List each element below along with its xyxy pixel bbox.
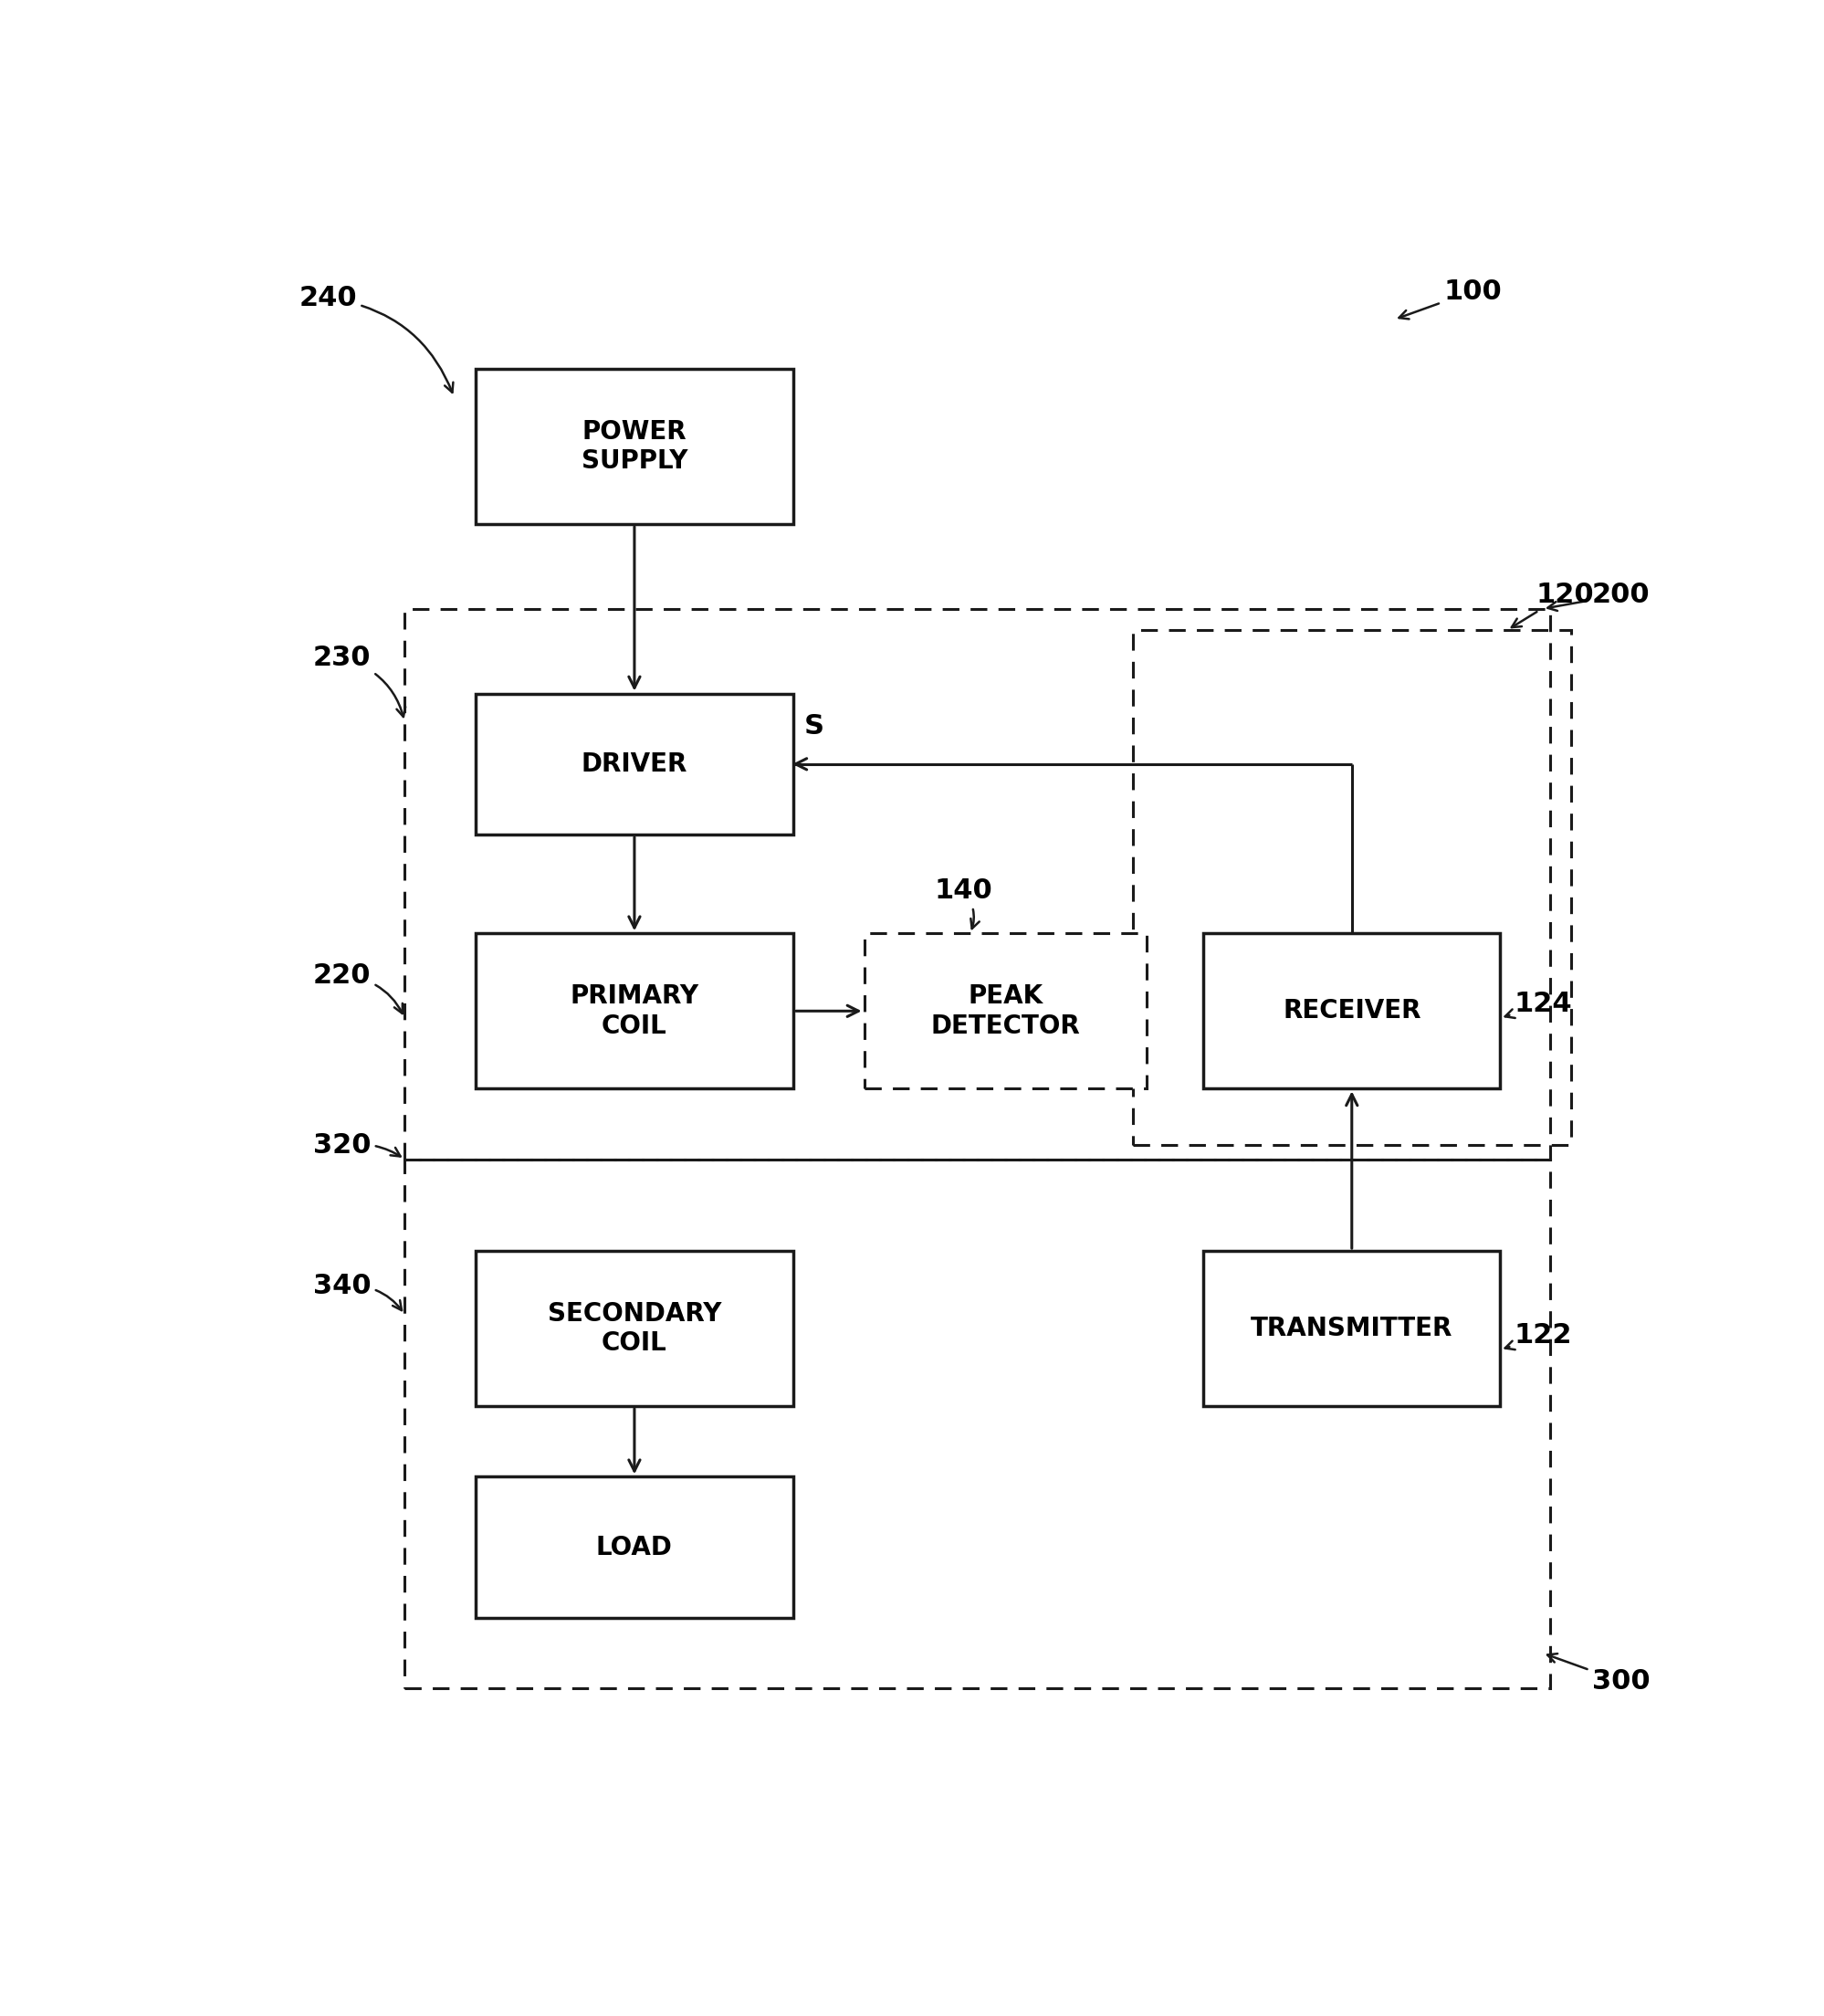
Text: 230: 230: [314, 645, 405, 718]
Text: 120: 120: [1512, 581, 1594, 627]
Bar: [476, 1476, 793, 1617]
Bar: [405, 1159, 1550, 1689]
Text: PEAK
DETECTOR: PEAK DETECTOR: [930, 984, 1080, 1038]
Bar: [1133, 629, 1570, 1145]
Text: POWER
SUPPLY: POWER SUPPLY: [582, 419, 688, 474]
Bar: [476, 369, 793, 524]
Text: 340: 340: [314, 1272, 401, 1310]
Text: 140: 140: [936, 877, 992, 929]
Text: S: S: [804, 714, 824, 740]
Bar: [476, 694, 793, 835]
Text: 124: 124: [1505, 990, 1572, 1018]
Text: PRIMARY
COIL: PRIMARY COIL: [569, 984, 699, 1038]
Bar: [476, 1250, 793, 1407]
Text: RECEIVER: RECEIVER: [1282, 998, 1421, 1024]
Bar: [405, 609, 1550, 1159]
Bar: [1204, 1250, 1501, 1407]
Text: 320: 320: [314, 1131, 401, 1159]
Bar: [476, 933, 793, 1089]
Text: 200: 200: [1547, 581, 1651, 611]
Text: TRANSMITTER: TRANSMITTER: [1251, 1316, 1454, 1341]
Text: 300: 300: [1547, 1653, 1651, 1695]
Text: LOAD: LOAD: [596, 1534, 673, 1560]
Text: DRIVER: DRIVER: [582, 752, 688, 776]
Text: 220: 220: [314, 962, 403, 1014]
Text: 240: 240: [299, 284, 452, 393]
Text: SECONDARY
COIL: SECONDARY COIL: [547, 1300, 720, 1357]
Bar: [1204, 933, 1501, 1089]
Text: 122: 122: [1505, 1322, 1572, 1349]
Bar: [865, 933, 1147, 1089]
Text: 100: 100: [1399, 278, 1501, 319]
